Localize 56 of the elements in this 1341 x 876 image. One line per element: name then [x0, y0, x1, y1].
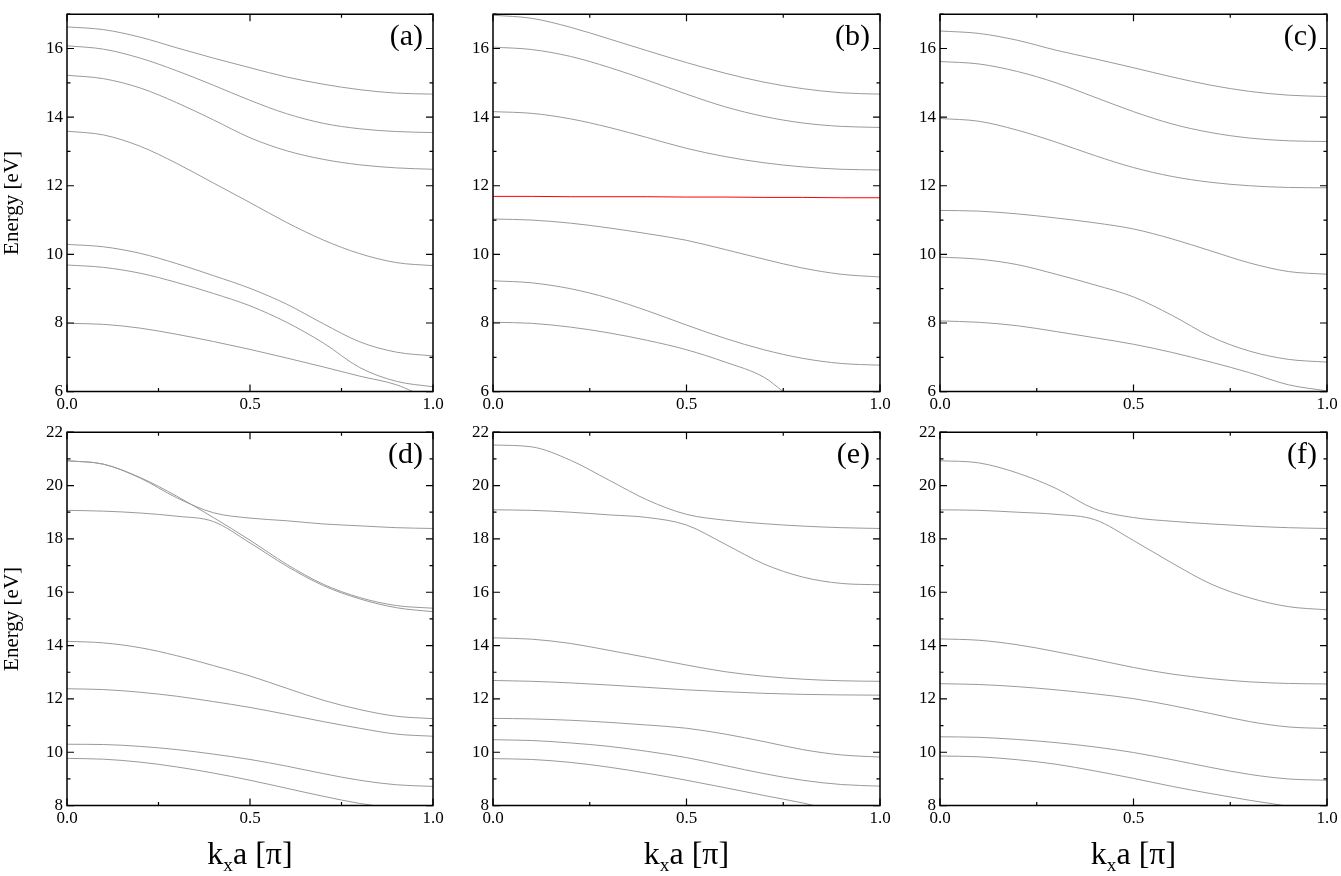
y-tick-label: 16	[919, 581, 936, 601]
y-tick-label: 18	[472, 528, 489, 548]
x-tick-label: 1.0	[1316, 808, 1338, 828]
y-tick-label: 16	[46, 37, 63, 57]
y-tick-label: 12	[919, 175, 936, 195]
annotation: (c)	[1283, 18, 1317, 53]
x-tick-label: 0.5	[239, 394, 261, 414]
y-tick-label: 14	[46, 635, 64, 655]
y-tick-label: 20	[46, 475, 63, 495]
y-tick-label: 8	[54, 312, 63, 332]
annotation: (b)	[835, 18, 870, 53]
y-tick-label: 10	[919, 741, 936, 761]
y-tick-label: 16	[472, 37, 489, 57]
x-tick-label: 0.5	[675, 394, 698, 414]
x-tick-label: 0.5	[675, 808, 698, 828]
y-axis-title: Energy [eV]	[0, 150, 23, 255]
y-tick-label: 10	[46, 243, 63, 263]
y-tick-label: 16	[919, 37, 936, 57]
y-axis-title: Energy [eV]	[0, 566, 23, 671]
y-tick-label: 14	[472, 106, 490, 126]
y-tick-label: 8	[480, 312, 489, 332]
y-tick-label: 12	[46, 175, 63, 195]
y-tick-label: 20	[472, 475, 489, 495]
y-tick-label: 22	[472, 421, 489, 441]
y-tick-label: 12	[919, 688, 936, 708]
y-tick-label: 22	[919, 421, 936, 441]
x-tick-label: 0.5	[1122, 808, 1145, 828]
y-tick-label: 8	[927, 312, 936, 332]
y-tick-label: 12	[46, 688, 63, 708]
y-tick-label: 16	[46, 581, 63, 601]
y-tick-label: 18	[919, 528, 936, 548]
annotation: (e)	[836, 436, 870, 471]
x-tick-label: 1.0	[1316, 394, 1338, 414]
annotation: (f)	[1287, 436, 1317, 471]
x-tick-label: 0.5	[239, 808, 261, 828]
y-tick-label: 10	[919, 243, 936, 263]
y-tick-label: 14	[472, 635, 490, 655]
x-tick-label: 1.0	[869, 394, 891, 414]
x-tick-label: 1.0	[422, 394, 444, 414]
x-tick-label: 1.0	[869, 808, 891, 828]
y-tick-label: 20	[919, 475, 936, 495]
x-tick-label: 1.0	[422, 808, 444, 828]
y-tick-label: 22	[46, 421, 63, 441]
y-tick-label: 14	[919, 106, 937, 126]
y-tick-label: 18	[46, 528, 63, 548]
y-tick-label: 10	[472, 741, 489, 761]
y-tick-label: 16	[472, 581, 489, 601]
y-tick-label: 12	[472, 688, 489, 708]
x-tick-label: 0.5	[1122, 394, 1145, 414]
y-tick-label: 12	[472, 175, 489, 195]
y-tick-label: 10	[46, 741, 63, 761]
y-tick-label: 10	[472, 243, 489, 263]
annotation: (d)	[388, 436, 423, 471]
annotation: (a)	[389, 18, 423, 53]
y-tick-label: 14	[46, 106, 64, 126]
y-tick-label: 14	[919, 635, 937, 655]
